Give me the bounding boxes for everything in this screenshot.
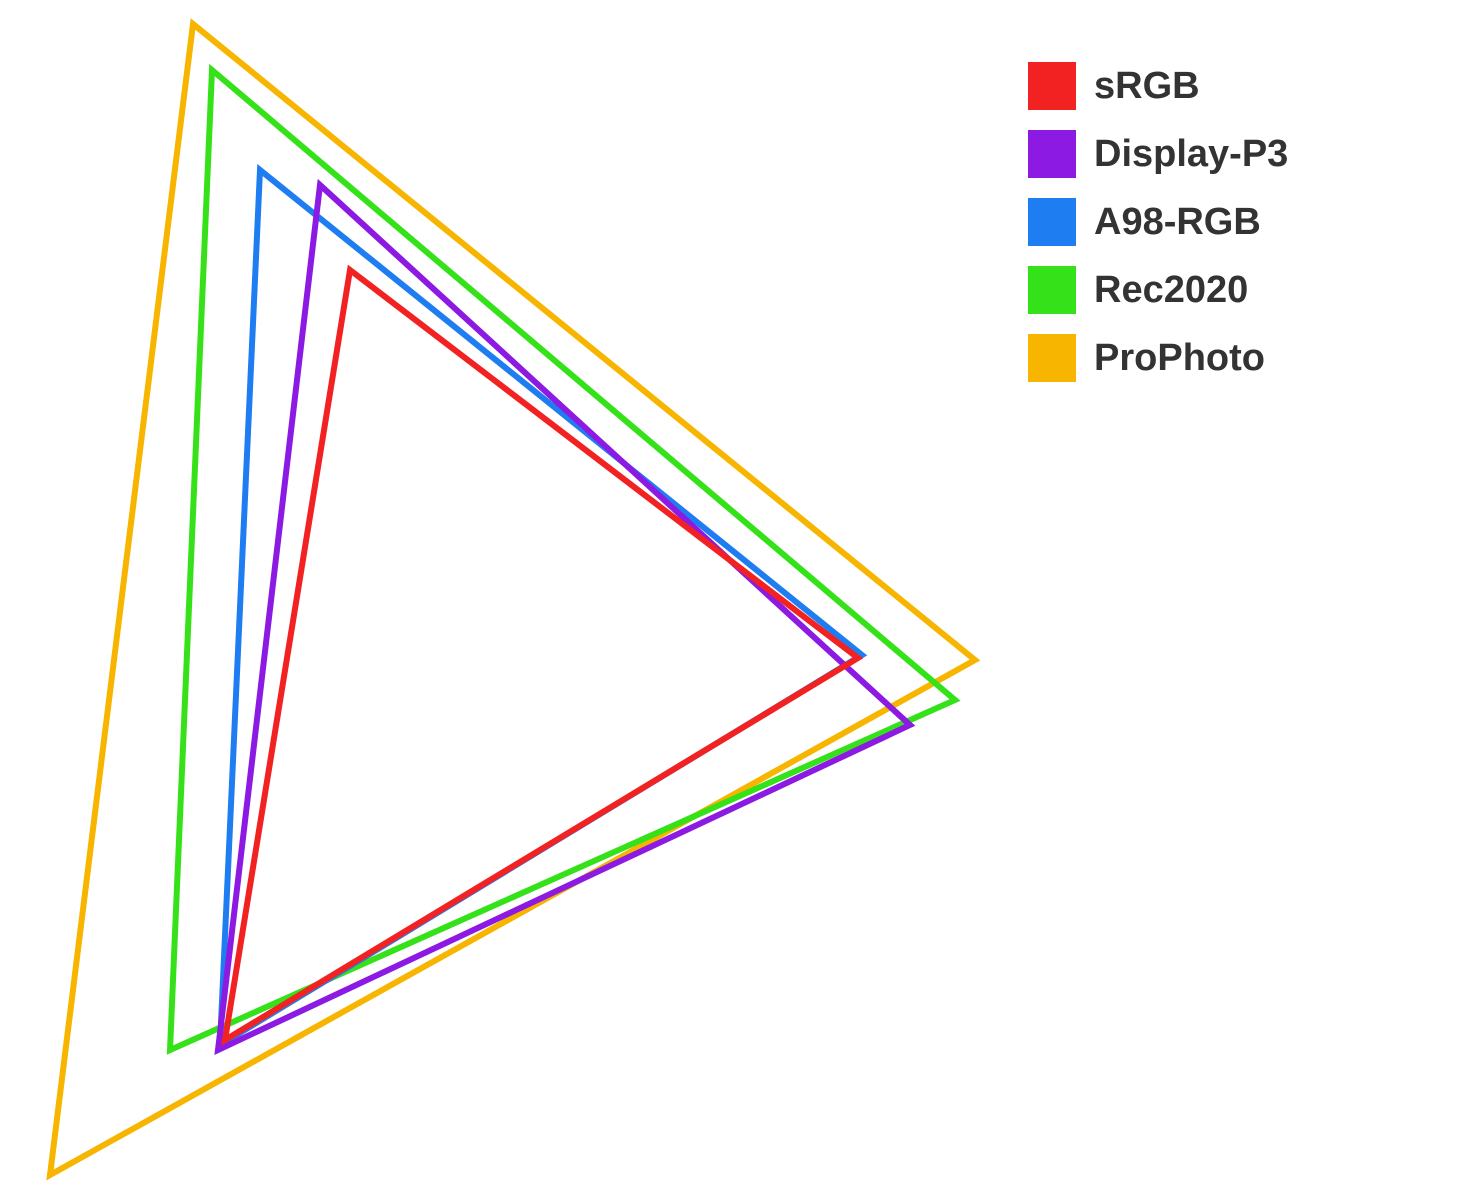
legend-label: Display-P3 [1094,133,1288,176]
legend-item-a98-rgb: A98-RGB [1028,198,1288,246]
legend-swatch-icon [1028,334,1076,382]
legend-swatch-icon [1028,266,1076,314]
legend-swatch-icon [1028,130,1076,178]
legend-label: A98-RGB [1094,201,1261,244]
legend-label: ProPhoto [1094,337,1265,380]
legend-item-display-p3: Display-P3 [1028,130,1288,178]
gamut-diagram: sRGB Display-P3 A98-RGB Rec2020 ProPhoto [0,0,1473,1194]
legend-swatch-icon [1028,198,1076,246]
legend-item-srgb: sRGB [1028,62,1288,110]
legend: sRGB Display-P3 A98-RGB Rec2020 ProPhoto [1028,62,1288,382]
legend-swatch-icon [1028,62,1076,110]
gamut-triangle-a98-rgb [220,170,862,1045]
gamut-triangle-rec2020 [170,70,955,1050]
legend-label: sRGB [1094,65,1200,108]
legend-item-rec2020: Rec2020 [1028,266,1288,314]
legend-item-prophoto: ProPhoto [1028,334,1288,382]
legend-label: Rec2020 [1094,269,1248,312]
